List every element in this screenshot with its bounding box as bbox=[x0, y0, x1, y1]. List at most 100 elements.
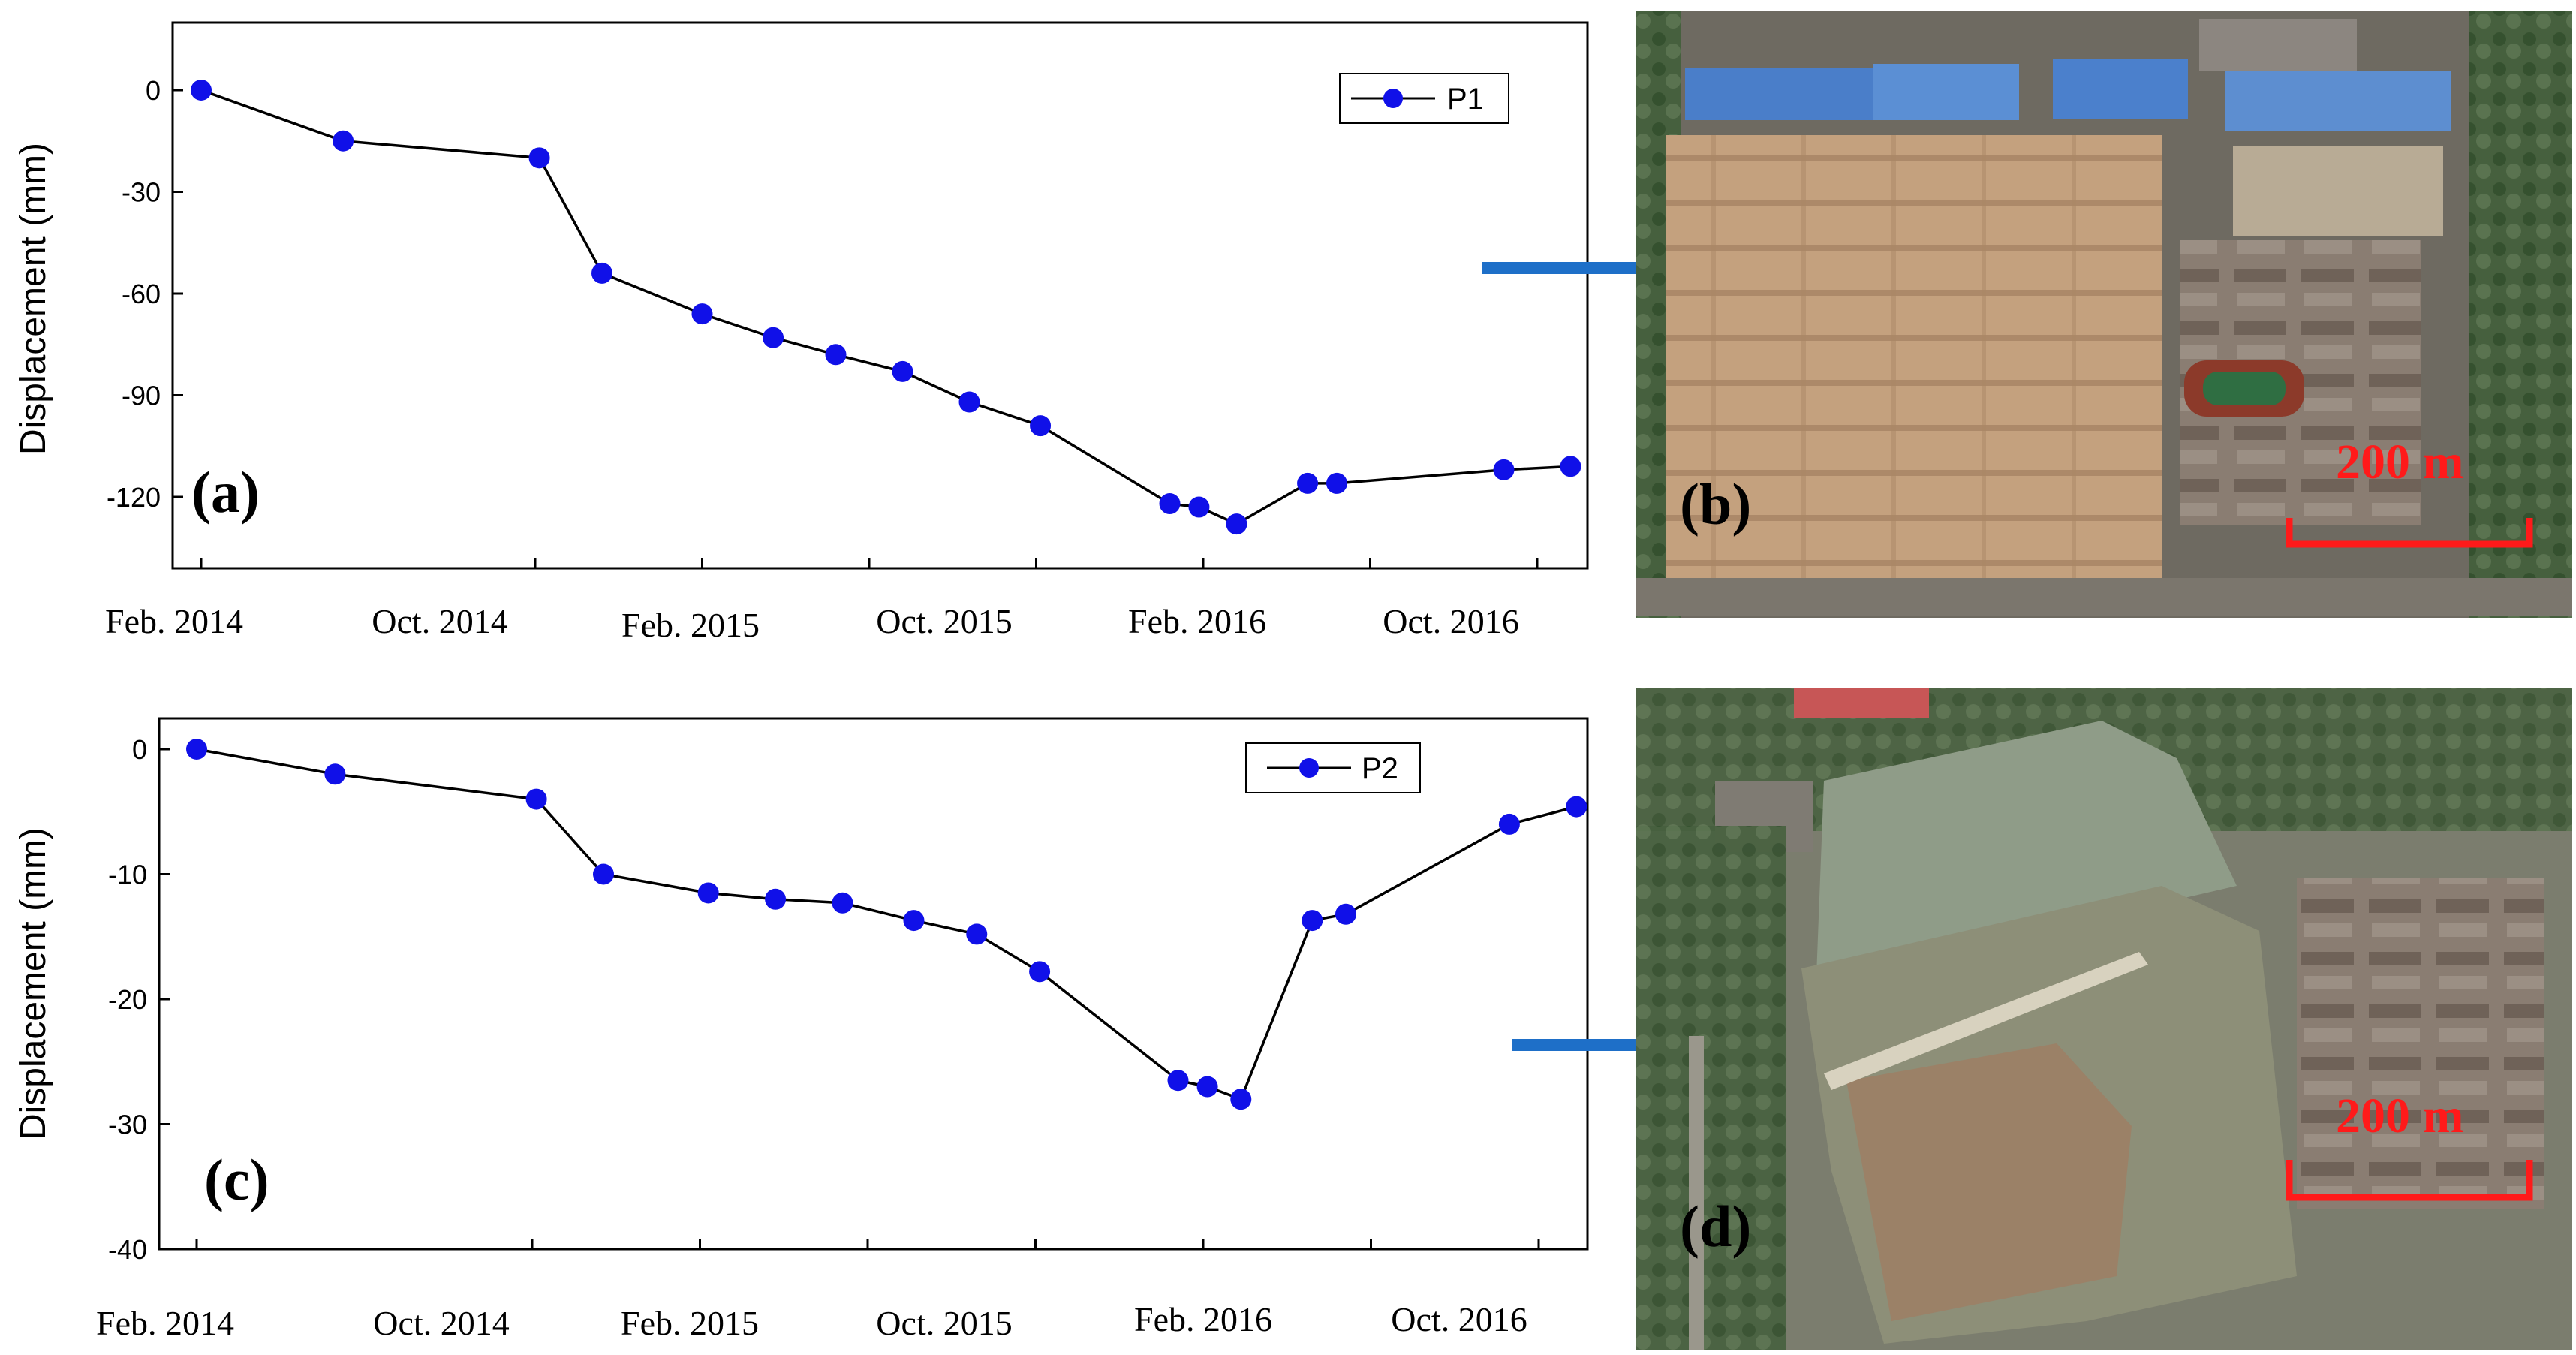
panel-label-d: (d) bbox=[1680, 1194, 1751, 1259]
y-axis-ticks: 0 -10 -20 -30 -40 bbox=[108, 734, 170, 1265]
panel-label-a: (a) bbox=[191, 459, 260, 525]
x-tick-label: Feb. 2015 bbox=[621, 1304, 759, 1342]
series-p1 bbox=[191, 80, 1581, 535]
data-point bbox=[1159, 493, 1181, 515]
x-tick-labels: Feb. 2014 Oct. 2014 Feb. 2015 Oct. 2015 … bbox=[96, 1300, 1527, 1342]
data-point bbox=[592, 863, 614, 885]
x-tick-label: Feb. 2014 bbox=[96, 1304, 234, 1342]
x-tick-label: Feb. 2016 bbox=[1134, 1300, 1272, 1338]
blue-roof-building bbox=[1873, 64, 2019, 120]
legend-marker bbox=[1299, 758, 1319, 778]
data-point bbox=[1326, 472, 1347, 494]
legend-label: P2 bbox=[1362, 752, 1398, 785]
y-axis-ticks: 0 -30 -60 -90 -120 bbox=[107, 75, 183, 513]
x-tick-label: Oct. 2016 bbox=[1383, 602, 1518, 640]
construction-field bbox=[1666, 135, 2162, 578]
scale-bar-label: 200 m bbox=[2336, 1089, 2463, 1143]
data-point bbox=[1029, 961, 1051, 983]
data-point bbox=[1566, 796, 1587, 818]
data-point bbox=[832, 892, 853, 914]
panel-label-c: (c) bbox=[204, 1147, 269, 1212]
x-tick-labels: Feb. 2014 Oct. 2014 Feb. 2015 Oct. 2015 … bbox=[105, 602, 1519, 644]
y-tick-label: 0 bbox=[146, 75, 161, 106]
y-tick-label: -20 bbox=[108, 984, 147, 1015]
y-tick-label: -10 bbox=[108, 860, 147, 890]
data-point bbox=[1030, 415, 1052, 437]
data-point bbox=[691, 303, 713, 325]
plot-frame bbox=[158, 717, 1589, 1251]
y-tick-label: -120 bbox=[107, 482, 161, 513]
data-point bbox=[1302, 910, 1323, 932]
x-tick-label: Oct. 2014 bbox=[373, 1304, 509, 1342]
data-point bbox=[191, 80, 212, 101]
y-tick-label: -60 bbox=[122, 279, 161, 309]
residential-rows bbox=[2297, 878, 2544, 1209]
y-tick-label: -90 bbox=[122, 381, 161, 411]
data-point bbox=[1335, 903, 1356, 925]
y-tick-label: -40 bbox=[108, 1234, 147, 1265]
data-point bbox=[1297, 472, 1319, 494]
data-point bbox=[1230, 1089, 1252, 1110]
data-point bbox=[825, 344, 847, 366]
satellite-image-d: (d) 200 m bbox=[1636, 688, 2572, 1350]
data-point bbox=[591, 262, 612, 284]
y-tick-label: 0 bbox=[132, 734, 147, 765]
red-roof-building bbox=[1794, 688, 1929, 718]
bare-soil bbox=[1846, 1043, 2132, 1321]
blue-roof-building bbox=[2225, 71, 2451, 131]
blue-roof-building bbox=[2053, 59, 2188, 119]
tree-belt-left bbox=[1636, 826, 1786, 1350]
x-tick-label: Oct. 2016 bbox=[1391, 1300, 1527, 1338]
road-left bbox=[1689, 1036, 1704, 1350]
y-tick-label: -30 bbox=[122, 177, 161, 208]
x-tick-label: Feb. 2015 bbox=[621, 606, 760, 644]
data-point bbox=[1167, 1070, 1189, 1092]
y-axis-label: Displacement (mm) bbox=[14, 827, 53, 1140]
data-point bbox=[186, 739, 207, 760]
x-tick-label: Feb. 2014 bbox=[105, 602, 243, 640]
data-point bbox=[333, 130, 354, 152]
x-tick-label: Oct. 2015 bbox=[876, 602, 1012, 640]
data-point bbox=[903, 910, 925, 932]
data-point bbox=[765, 888, 787, 910]
blue-roof-building bbox=[1685, 68, 1882, 120]
x-axis-ticks bbox=[195, 1239, 1540, 1249]
satellite-image-b: (b) 200 m bbox=[1636, 11, 2572, 618]
data-point bbox=[324, 763, 346, 785]
panel-label-b: (b) bbox=[1680, 471, 1751, 537]
scale-bar bbox=[2286, 518, 2533, 548]
scale-bar bbox=[2286, 1160, 2533, 1201]
data-point bbox=[528, 147, 550, 169]
series-line bbox=[196, 748, 1577, 1101]
y-axis-title: Displacement (mm) bbox=[14, 143, 53, 455]
x-tick-label: Feb. 2016 bbox=[1128, 602, 1266, 640]
building-block bbox=[2199, 19, 2357, 71]
data-point bbox=[892, 360, 913, 382]
data-point bbox=[966, 923, 988, 945]
legend-label: P1 bbox=[1447, 83, 1484, 116]
data-point bbox=[1188, 496, 1210, 518]
series-p2 bbox=[186, 739, 1587, 1110]
sports-field-inner bbox=[2203, 372, 2286, 405]
plot-frame bbox=[171, 21, 1589, 570]
road bbox=[1636, 578, 2572, 616]
y-tick-label: -30 bbox=[108, 1110, 147, 1140]
data-point bbox=[1493, 459, 1515, 480]
data-point bbox=[1560, 456, 1581, 477]
y-axis-title: Displacement (mm) bbox=[14, 827, 53, 1140]
series-line bbox=[200, 89, 1571, 526]
legend-marker bbox=[1383, 89, 1403, 108]
y-axis-label: Displacement (mm) bbox=[14, 143, 53, 455]
data-point bbox=[958, 391, 980, 413]
chart-panel-a: Displacement (mm) 0 -30 -60 -90 -120 Feb. 20… bbox=[14, 21, 1589, 644]
data-point bbox=[697, 882, 719, 904]
scale-bar-label: 200 m bbox=[2336, 435, 2463, 489]
x-tick-label: Oct. 2014 bbox=[372, 602, 507, 640]
legend: P2 bbox=[1245, 742, 1421, 793]
construction-area-north bbox=[1816, 721, 2237, 976]
data-point bbox=[1498, 813, 1520, 835]
chart-panel-c: Displacement (mm) 0 -10 -20 -30 -40 Feb. 201… bbox=[14, 717, 1589, 1342]
data-point bbox=[525, 788, 547, 810]
data-point bbox=[1226, 513, 1247, 535]
x-tick-label: Oct. 2015 bbox=[876, 1304, 1012, 1342]
